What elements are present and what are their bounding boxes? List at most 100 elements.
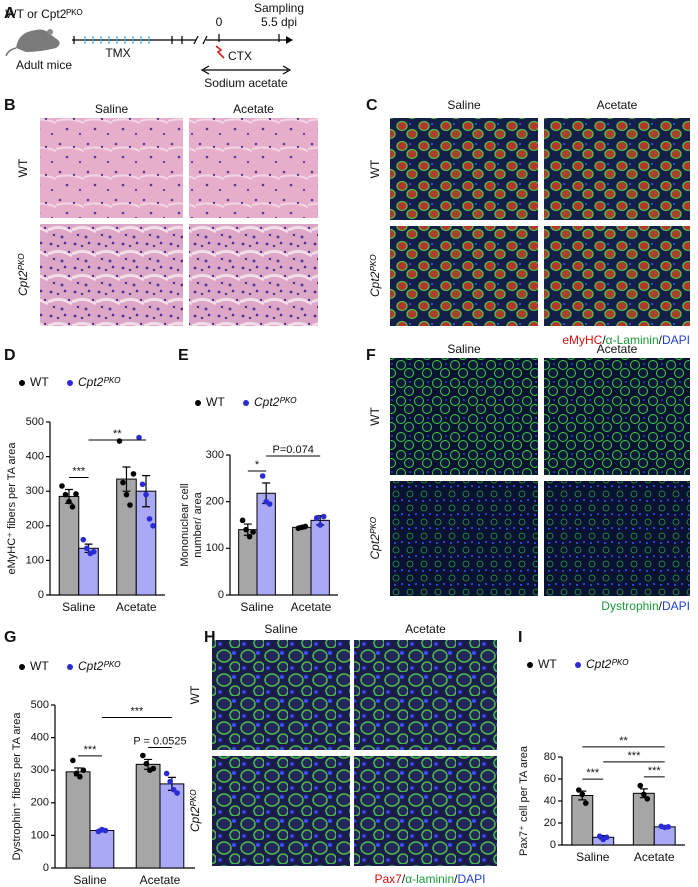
micrograph (189, 118, 318, 218)
data-point (136, 434, 142, 441)
data-point (163, 770, 170, 777)
sampling-label: Sampling (254, 1, 304, 15)
stain-label: Pax7 (374, 872, 402, 886)
y-tick-label: 200 (31, 797, 49, 809)
mouse-icon (16, 29, 60, 52)
stain-caption: Dystrophin/DAPI (601, 599, 690, 613)
micrograph (212, 756, 350, 866)
legend-label: Cpt2ᴾᴷᴼ (78, 375, 121, 389)
micrograph (390, 481, 538, 596)
tmx-ticks (84, 36, 150, 44)
data-point (73, 491, 79, 497)
significance-label: *** (72, 465, 86, 477)
row-label: WT (368, 407, 382, 426)
stain-label: / (402, 872, 406, 886)
column-label: Acetate (597, 98, 638, 112)
data-point (123, 491, 130, 498)
micrograph (40, 224, 183, 326)
significance-label: *** (84, 744, 98, 756)
stain-label: / (602, 333, 606, 347)
stain-label: Dystrophin (601, 599, 658, 613)
x-tick-label: Saline (240, 600, 274, 614)
y-axis-label: Mononuclear cell (179, 483, 191, 566)
y-tick-label: 100 (31, 829, 49, 841)
data-point (90, 548, 97, 555)
data-point (582, 800, 589, 806)
data-point (640, 791, 647, 798)
y-tick-label: 500 (31, 699, 49, 711)
panel-letter: A (4, 5, 16, 22)
data-point (246, 533, 253, 540)
data-point (146, 516, 153, 522)
data-point (313, 515, 320, 521)
data-point (80, 536, 87, 543)
column-label: Saline (447, 342, 481, 356)
animal-label: Adult mice (16, 58, 72, 72)
panel-letter: F (366, 347, 376, 364)
stain-label: DAPI (662, 599, 690, 613)
y-tick-label: 0 (38, 589, 44, 601)
y-tick-label: 300 (206, 449, 224, 461)
significance-label: P=0.074 (273, 444, 314, 456)
column-label: Acetate (233, 102, 274, 116)
stain-label: / (454, 872, 458, 886)
y-tick-label: 500 (26, 416, 44, 428)
y-tick-label: 400 (26, 451, 44, 463)
data-point (70, 757, 76, 764)
stain-caption: eMyHC/α-Laminin/DAPI (562, 333, 690, 347)
data-point (644, 796, 651, 802)
injection (215, 45, 225, 59)
micrograph (390, 118, 538, 220)
y-tick-label: 100 (206, 542, 224, 554)
data-point (317, 522, 323, 528)
data-point (80, 767, 87, 773)
data-point (83, 545, 90, 552)
panel-letter: G (4, 629, 16, 646)
mouse-ear (47, 29, 53, 35)
data-point (174, 790, 180, 796)
error-bar (142, 475, 151, 508)
bar-chart: 0 100 200 300 400 500 eMyHC⁺ fibers per TA are… (6, 375, 165, 614)
bar (89, 830, 115, 869)
data-point (139, 481, 146, 488)
bar (135, 763, 161, 869)
data-point (302, 523, 309, 530)
bar (632, 792, 655, 846)
significance-label: *** (648, 765, 662, 777)
micrograph (212, 640, 350, 750)
bar (159, 783, 185, 869)
data-point (150, 523, 156, 529)
y-tick-label: 100 (26, 554, 44, 566)
panel-letter: D (4, 347, 16, 364)
data-point (66, 498, 72, 505)
data-point (150, 765, 157, 772)
day-ticks (73, 34, 280, 44)
row-label: Cpt2ᴾᴷᴼ (16, 253, 30, 296)
stain-label: α-laminin (405, 872, 454, 886)
panel-letter: I (518, 629, 522, 646)
data-point (266, 501, 273, 507)
data-point (77, 773, 83, 780)
data-point (575, 787, 582, 793)
column-label: Saline (264, 622, 298, 636)
legend-marker (67, 664, 73, 670)
row-label: Cpt2ᴾᴷᴼ (188, 789, 202, 832)
x-tick-label: Acetate (634, 850, 675, 864)
legend-marker (243, 400, 249, 406)
data-point (69, 503, 76, 510)
micrograph (544, 226, 690, 326)
x-tick-label: Saline (73, 873, 107, 887)
x-tick-label: Saline (62, 600, 96, 614)
sampling-time: 5.5 dpi (261, 15, 297, 29)
mouse-tail (5, 47, 17, 57)
treatment-label: TMX (105, 46, 130, 60)
supplement-label: Sodium acetate (204, 76, 288, 90)
x-tick-label: Saline (576, 850, 610, 864)
significance-label: ** (619, 735, 628, 747)
y-tick-label: 200 (26, 520, 44, 532)
stain-label: / (659, 599, 663, 613)
data-point (140, 752, 146, 759)
bar (310, 519, 330, 596)
data-point (250, 529, 256, 535)
y-tick-label: 20 (544, 817, 556, 829)
